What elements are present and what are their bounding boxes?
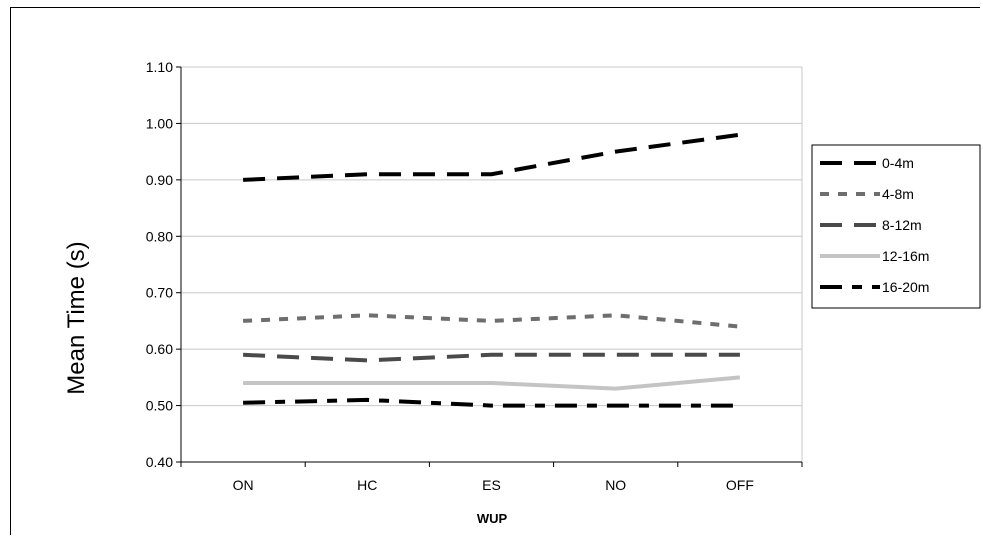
y-tick-label: 1.00 (146, 115, 173, 131)
legend: 0-4m 4-8m 8-12m 12-16m 16-20m (811, 144, 981, 309)
legend-label: 16-20m (882, 279, 929, 295)
series-line-8-12m (243, 352, 740, 363)
axes (176, 66, 803, 467)
chart-frame (10, 7, 980, 535)
legend-label: 4-8m (882, 186, 914, 202)
series-lines (243, 132, 741, 408)
x-axis-title: WUP (477, 511, 508, 526)
legend-label: 12-16m (882, 248, 929, 264)
y-tick-label: 0.60 (146, 341, 173, 357)
y-tick-label: 0.40 (146, 454, 173, 470)
x-tick-label: NO (605, 477, 626, 493)
series-line-4-8m (243, 313, 741, 329)
x-tick-label: ES (482, 477, 501, 493)
legend-label: 8-12m (882, 217, 922, 233)
x-tick-labels: ON HC ES NO OFF (233, 477, 754, 493)
x-tick-label: OFF (726, 477, 754, 493)
y-axis-title: Mean Time (s) (63, 241, 90, 394)
y-tick-label: 0.70 (146, 285, 173, 301)
y-tick-label: 0.50 (146, 398, 173, 414)
y-tick-label: 0.90 (146, 172, 173, 188)
series-line-16-20m (243, 397, 740, 408)
x-tick-label: HC (357, 477, 377, 493)
y-tick-labels: 1.10 1.00 0.90 0.80 0.70 0.60 0.50 0.40 (146, 59, 173, 470)
series-line-0-4m (243, 132, 741, 182)
legend-label: 0-4m (882, 155, 914, 171)
series-line-12-16m (243, 375, 741, 391)
x-tick-label: ON (233, 477, 254, 493)
y-tick-label: 1.10 (146, 59, 173, 75)
y-tick-label: 0.80 (146, 228, 173, 244)
gridlines (181, 66, 803, 462)
